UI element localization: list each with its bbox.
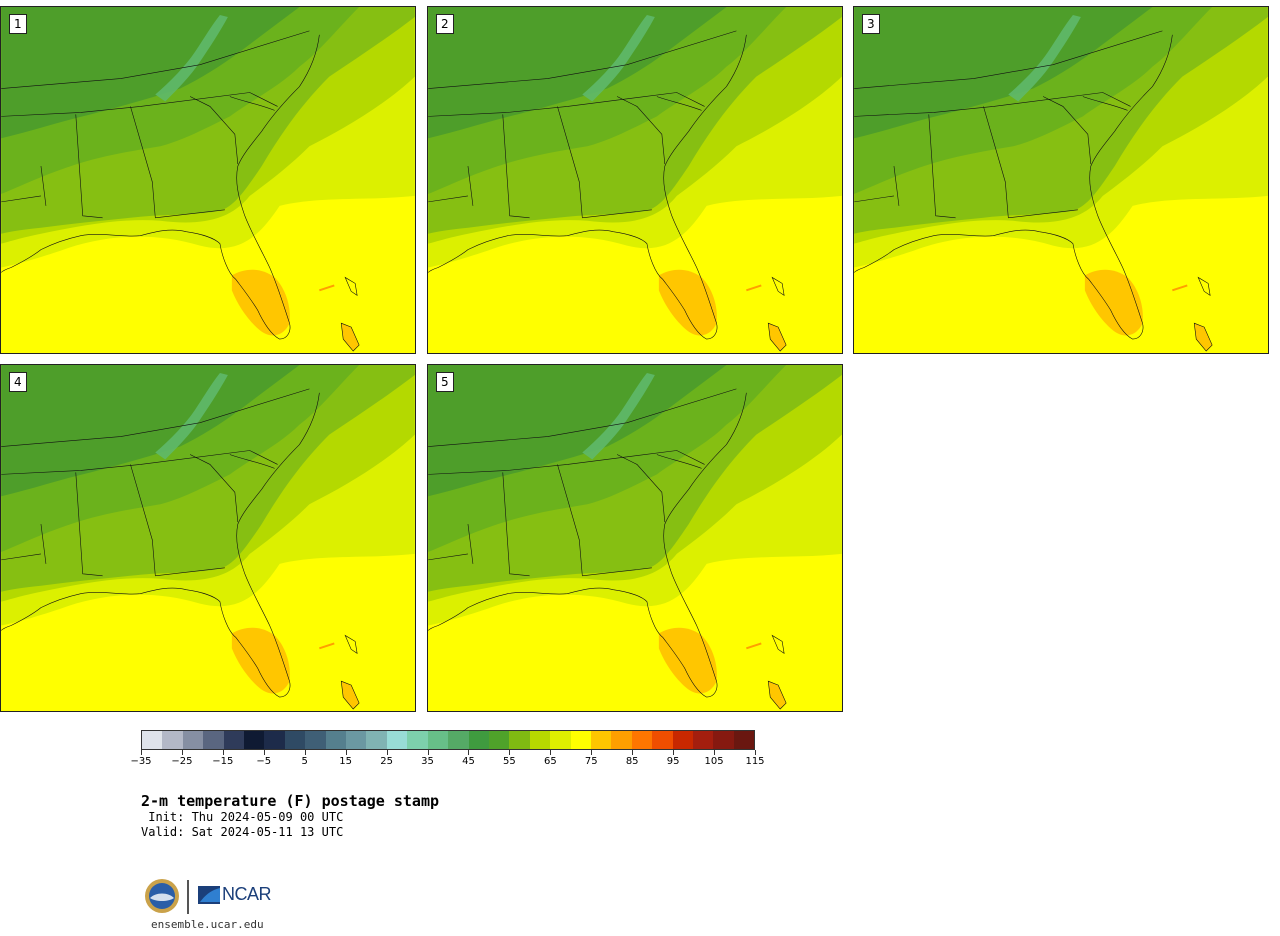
colorbar-segment — [366, 731, 387, 749]
colorbar-segment — [203, 731, 224, 749]
nsf-logo-icon — [145, 879, 179, 913]
panel-label-4: 4 — [9, 372, 27, 392]
colorbar-tick — [550, 750, 552, 755]
init-time: Init: Thu 2024-05-09 00 UTC — [141, 810, 344, 824]
ncar-wordmark: NCAR — [222, 884, 272, 904]
colorbar-tick — [263, 750, 265, 755]
panel-label-1: 1 — [9, 14, 27, 34]
colorbar-tick — [222, 750, 224, 755]
colorbar-tick — [468, 750, 470, 755]
colorbar-segment — [692, 731, 714, 749]
colorbar-segment — [182, 731, 204, 749]
logo-block: NCAR ensemble.ucar.edu — [144, 876, 284, 932]
colorbar-tick — [386, 750, 388, 755]
colorbar-segment — [509, 731, 530, 749]
colorbar-tick — [673, 750, 675, 755]
colorbar-tick-label: 15 — [339, 756, 353, 767]
colorbar-tick-label: 75 — [584, 756, 598, 767]
colorbar-tick-label: 55 — [503, 756, 516, 767]
colorbar-tick — [181, 750, 183, 755]
colorbar-segment — [488, 731, 510, 749]
colorbar-segment — [570, 731, 591, 749]
colorbar-tick-label: 65 — [543, 756, 557, 767]
colorbar-tick-label: 5 — [301, 756, 308, 767]
colorbar-segment — [346, 731, 367, 749]
colorbar-tick-label: −15 — [212, 756, 234, 767]
colorbar-segment — [529, 731, 551, 749]
colorbar-segment — [142, 731, 163, 749]
colorbar-tick — [591, 750, 593, 755]
colorbar-segment — [448, 731, 469, 749]
panel-label-2: 2 — [436, 14, 454, 34]
colorbar-tick — [509, 750, 511, 755]
map-panel-2: 2 — [427, 6, 843, 354]
colorbar-tick-label: −5 — [256, 756, 272, 767]
colorbar-tick-label: 45 — [462, 756, 475, 767]
map-panel-4: 4 — [0, 364, 416, 712]
colorbar-segment — [305, 731, 326, 749]
colorbar-tick-label: 95 — [666, 756, 680, 767]
colorbar-segment — [550, 731, 571, 749]
colorbar-segment — [162, 731, 183, 749]
colorbar-tick — [304, 750, 306, 755]
colorbar-segment — [733, 731, 755, 749]
colorbar-segment — [631, 731, 653, 749]
colorbar-segment — [672, 731, 693, 749]
colorbar-segment — [713, 731, 734, 749]
colorbar-segment — [652, 731, 673, 749]
colorbar-tick-label: 35 — [421, 756, 434, 767]
colorbar-tick-label: −25 — [171, 756, 193, 767]
site-url: ensemble.ucar.edu — [151, 918, 264, 931]
temperature-map-3 — [854, 7, 1268, 353]
colorbar-tick-label: 85 — [625, 756, 639, 767]
colorbar-tick — [714, 750, 716, 755]
logo-separator — [187, 880, 189, 914]
colorbar-tick — [345, 750, 347, 755]
temperature-map-1 — [1, 7, 415, 353]
colorbar-segment — [244, 731, 265, 749]
colorbar-tick-label: −35 — [130, 756, 152, 767]
temperature-map-4 — [1, 365, 415, 711]
colorbar-segment — [264, 731, 285, 749]
ncar-logo-icon — [198, 886, 220, 904]
map-panel-1: 1 — [0, 6, 416, 354]
temperature-colorbar — [141, 730, 755, 750]
colorbar-segment — [590, 731, 612, 749]
title-block: 2-m temperature (F) postage stamp Init: … — [141, 792, 439, 840]
colorbar-tick — [755, 750, 756, 755]
colorbar-tick — [632, 750, 634, 755]
colorbar-tick-label: 115 — [745, 756, 765, 767]
colorbar-segment — [468, 731, 489, 749]
temperature-map-5 — [428, 365, 842, 711]
map-panel-3: 3 — [853, 6, 1269, 354]
colorbar-segment — [611, 731, 632, 749]
colorbar-tick-label: 105 — [704, 756, 724, 767]
panel-label-3: 3 — [862, 14, 880, 34]
colorbar-segment — [284, 731, 306, 749]
colorbar-ticks: −35 −25 −15 −5 5 15 25 35 45 55 65 75 85 95 105 115 — [130, 750, 765, 770]
colorbar-segment — [386, 731, 408, 749]
chart-title: 2-m temperature (F) postage stamp — [141, 792, 440, 810]
temperature-map-2 — [428, 7, 842, 353]
colorbar-segment — [325, 731, 347, 749]
valid-time: Valid: Sat 2024-05-11 13 UTC — [141, 825, 344, 839]
panel-label-5: 5 — [436, 372, 454, 392]
colorbar-segment — [407, 731, 428, 749]
map-panel-5: 5 — [427, 364, 843, 712]
colorbar-tick-label: 25 — [380, 756, 393, 767]
colorbar-tick — [141, 750, 142, 755]
colorbar-segment — [427, 731, 449, 749]
colorbar-tick — [427, 750, 429, 755]
colorbar-segment — [223, 731, 245, 749]
